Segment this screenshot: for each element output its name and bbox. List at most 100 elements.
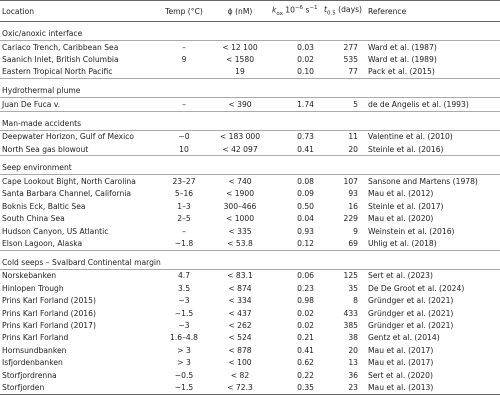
table-cell: 23–27 [172,177,196,187]
table-cell: North Sea gas blowout [2,144,89,154]
header-part: −1 [309,4,318,11]
table-cell: 0.22 [297,370,314,380]
section-title: Seep environment [0,155,500,176]
table-cell: Norskebanken [2,271,57,281]
table-cell: 0.41 [297,144,314,154]
table-cell: Mau et al. (2017) [368,345,434,355]
table-cell: Steinle et al. (2017) [368,201,444,211]
table-cell: 0.10 [297,67,314,77]
data-row: Hornsundbanken > 3 < 878 0.41 20 Mau et al. (… [0,344,500,356]
table-cell: 35 [348,283,358,293]
header-row: Location Temp (°C) ϕ (nM) kox 10−6 s−1 t… [0,0,500,22]
table-cell: > 3 [177,345,191,355]
table-cell: 19 [235,67,245,77]
header-part: k [272,5,277,15]
data-row: Prins Karl Forland (2016) ∼1.5 < 437 0.02 43… [0,307,500,319]
section-row: Cold seeps – Svalbard Continental margin [0,249,500,270]
table-cell: > 3 [177,358,191,368]
table-cell: 0.50 [297,201,314,211]
table-cell: 5–16 [174,189,194,199]
table-cell: 5 [353,99,358,109]
table-cell: Gründger et al. (2021) [368,296,454,306]
header-cell: ϕ (nM) [210,0,270,22]
table-cell: < 390 [228,99,252,109]
table-cell: 2–5 [177,214,191,224]
table-cell: 11 [348,132,358,142]
table-cell: 1–3 [177,201,191,211]
table-cell: 4.7 [177,271,191,281]
table-cell: 0.09 [297,189,314,199]
data-row: Isfjordenbanken > 3 < 100 0.62 13 Mau et al. … [0,356,500,368]
table-cell: < 740 [228,177,252,187]
table-cell: Prins Karl Forland [2,333,69,343]
table-cell: 0.04 [297,214,314,224]
table-cell: 433 [343,308,359,318]
data-row: North Sea gas blowout 10 < 42 097 0.41 20 Ste… [0,143,500,156]
table-cell: 125 [343,271,359,281]
data-row: Juan De Fuca v. – < 390 1.74 5 de de Angelis … [0,98,500,111]
section-row: Oxic/anoxic interface [0,21,500,41]
section-row: Hydrothermal plume [0,78,500,99]
table-cell: 0.03 [297,42,314,52]
table-cell: 535 [343,55,359,65]
header-part: −6 [294,4,304,11]
table-cell: < 335 [228,226,252,236]
table-cell: Isfjordenbanken [2,358,63,368]
data-row: Norskebanken 4.7 < 83.1 0.06 125 Sert et al. … [0,269,500,282]
header-part: (days) [335,5,362,15]
table-cell: 10 [179,144,189,154]
table-cell: 13 [348,358,358,368]
table-cell: 0.62 [297,358,314,368]
table-cell: 16 [348,201,358,211]
table-cell: 107 [343,177,359,187]
table-cell: < 878 [228,345,252,355]
table-cell: Mau et al. (2012) [368,189,434,199]
table-cell: 0.08 [297,177,314,187]
table-cell: Gründger et al. (2021) [368,308,454,318]
table-cell: 0.73 [297,132,314,142]
table-cell: Saanich Inlet, British Columbia [2,55,119,65]
table-cell: Ward et al. (1987) [368,42,437,52]
table-cell: Mau et al. (2017) [368,358,434,368]
table-cell: Gründger et al. (2021) [368,320,454,330]
table-cell: < 262 [228,320,252,330]
section-title: Oxic/anoxic interface [0,21,500,41]
table-cell: < 1900 [225,189,255,199]
table-cell [158,66,210,79]
section-title: Man-made accidents [0,110,500,131]
table-cell: 20 [348,144,358,154]
header-part: s [303,5,310,15]
table-cell: Sert et al. (2020) [368,370,433,380]
table-cell: Hudson Canyon, US Atlantic [2,226,109,236]
table-cell: 0.12 [297,238,314,248]
header-cell: Temp (°C) [158,0,210,22]
table-cell: < 100 [228,358,252,368]
header-cell: Reference [366,0,500,22]
data-row: Cariaco Trench, Caribbean Sea – < 12 100 0.… [0,41,500,54]
table-cell: < 1580 [225,55,255,65]
table-cell: Elson Lagoon, Alaska [2,238,83,248]
table-cell: < 334 [228,296,252,306]
table-cell: 277 [343,42,359,52]
table-cell: Prins Karl Forland (2015) [2,296,96,306]
data-row: Santa Barbara Channel, California 5–16 < 1… [0,188,500,200]
data-row: South China Sea 2–5 < 1000 0.04 229 Mau et al… [0,213,500,225]
data-row: Hinlopen Trough 3.5 < 874 0.23 35 De De Groot… [0,282,500,294]
table-cell: Prins Karl Forland (2017) [2,320,96,330]
table-cell: Mau et al. (2020) [368,214,434,224]
table-cell: Uhlig et al. (2018) [368,238,437,248]
table-cell: Valentine et al. (2010) [368,132,453,142]
table-cell: Hornsundbanken [2,345,67,355]
table-cell: < 42 097 [222,144,258,154]
section-row: Seep environment [0,155,500,176]
header-cell: Location [0,0,158,22]
table-cell: < 83.1 [227,271,253,281]
table-cell: 0.41 [297,345,314,355]
table-cell: 300–466 [223,201,257,211]
data-row: Eastern Tropical North Pacific 19 0.10 77 Pa… [0,66,500,79]
table-cell: 1.74 [297,99,314,109]
header-part: ox [276,11,283,18]
header-part: 0.5 [326,10,336,17]
table-cell: – [182,99,186,109]
